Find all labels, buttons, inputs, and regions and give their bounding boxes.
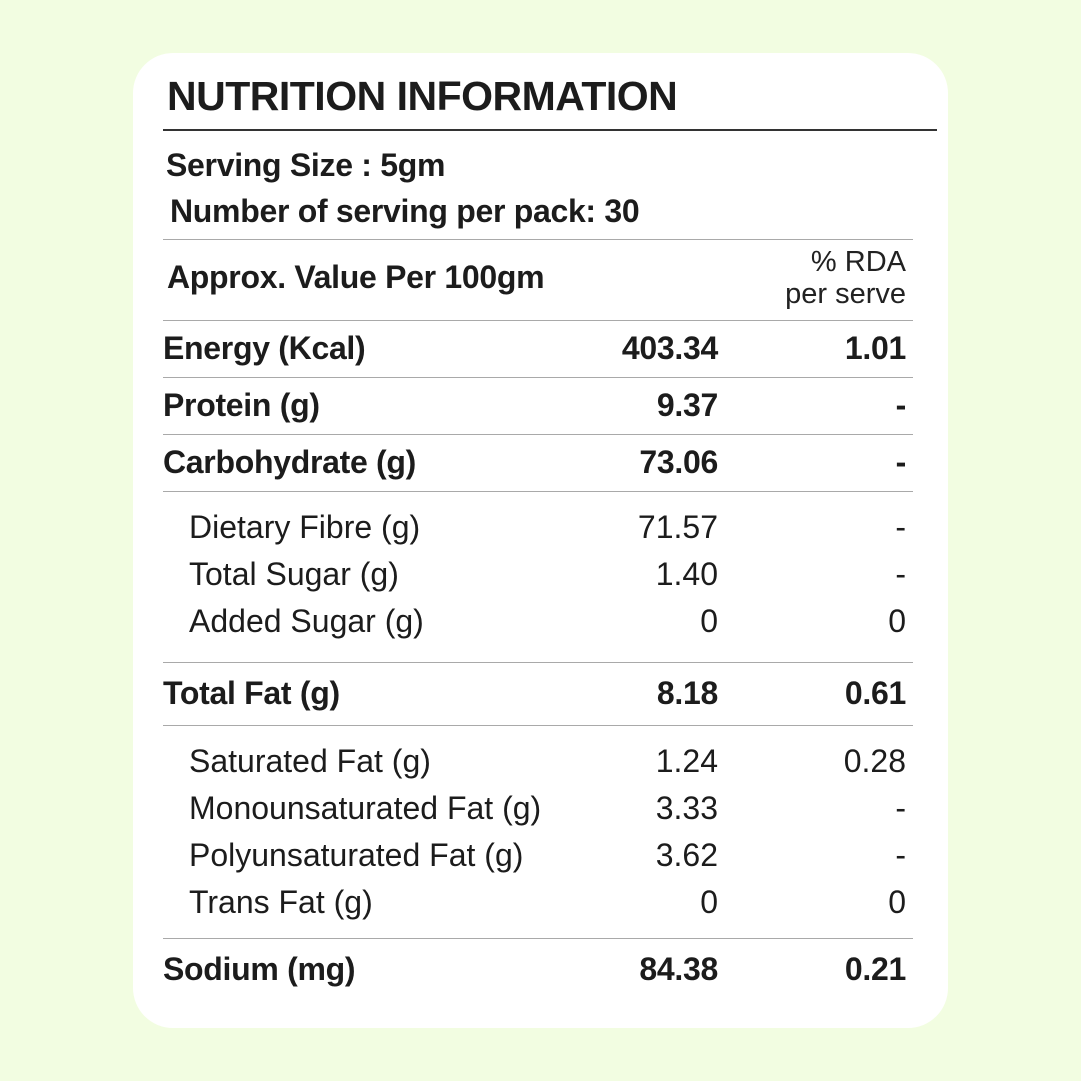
row-label: Protein (g) [163, 387, 320, 423]
row-label: Sodium (mg) [163, 951, 356, 987]
row-value: 1.24 [655, 743, 718, 779]
row-monounsaturated-fat: Monounsaturated Fat (g) 3.33 - [163, 790, 908, 830]
row-rda: - [895, 837, 906, 873]
servings-per-pack: Number of serving per pack: 30 [170, 193, 640, 229]
row-rda: 1.01 [844, 330, 906, 366]
row-rda: 0.21 [844, 951, 906, 987]
row-label: Saturated Fat (g) [189, 743, 431, 779]
row-value: 403.34 [621, 330, 718, 366]
divider [163, 239, 913, 240]
row-value: 73.06 [639, 444, 718, 480]
row-saturated-fat: Saturated Fat (g) 1.24 0.28 [163, 743, 908, 783]
table-header-label: Approx. Value Per 100gm [167, 259, 545, 295]
row-energy: Energy (Kcal) 403.34 1.01 [163, 330, 908, 370]
row-value: 3.33 [655, 790, 718, 826]
row-value: 1.40 [655, 556, 718, 592]
row-rda: - [895, 444, 907, 480]
row-value: 0 [700, 603, 718, 639]
row-label: Carbohydrate (g) [163, 444, 416, 480]
row-polyunsaturated-fat: Polyunsaturated Fat (g) 3.62 - [163, 837, 908, 877]
row-label: Monounsaturated Fat (g) [189, 790, 542, 826]
row-rda: 0.61 [844, 675, 906, 711]
row-sodium: Sodium (mg) 84.38 0.21 [163, 951, 908, 991]
divider [163, 320, 913, 321]
row-rda: 0 [888, 603, 906, 639]
row-label: Polyunsaturated Fat (g) [189, 837, 524, 873]
row-added-sugar: Added Sugar (g) 0 0 [163, 603, 908, 643]
row-value: 0 [700, 884, 718, 920]
divider [163, 725, 913, 726]
row-trans-fat: Trans Fat (g) 0 0 [163, 884, 908, 924]
row-label: Energy (Kcal) [163, 330, 366, 366]
rda-header: % RDA per serve [785, 246, 906, 310]
row-rda: - [895, 387, 907, 423]
rda-header-line1: % RDA [810, 246, 906, 278]
divider [163, 662, 913, 663]
row-rda: 0 [888, 884, 906, 920]
row-value: 3.62 [655, 837, 718, 873]
row-label: Dietary Fibre (g) [189, 509, 421, 545]
divider [163, 377, 913, 378]
row-rda: - [895, 509, 906, 545]
row-rda: - [895, 790, 906, 826]
row-value: 9.37 [656, 387, 718, 423]
row-total-sugar: Total Sugar (g) 1.40 - [163, 556, 908, 596]
row-rda: 0.28 [843, 743, 906, 779]
row-rda: - [895, 556, 906, 592]
row-label: Total Fat (g) [163, 675, 340, 711]
divider [163, 491, 913, 492]
nutrition-title: NUTRITION INFORMATION [167, 73, 678, 119]
divider [163, 938, 913, 939]
rda-header-line2: per serve [785, 278, 906, 310]
nutrition-card: NUTRITION INFORMATION Serving Size : 5gm… [133, 53, 948, 1028]
row-label: Added Sugar (g) [189, 603, 424, 639]
title-divider [163, 129, 937, 131]
row-label: Trans Fat (g) [189, 884, 373, 920]
row-value: 71.57 [637, 509, 718, 545]
row-carbohydrate: Carbohydrate (g) 73.06 - [163, 444, 908, 484]
serving-size: Serving Size : 5gm [166, 147, 446, 183]
row-total-fat: Total Fat (g) 8.18 0.61 [163, 675, 908, 715]
row-dietary-fibre: Dietary Fibre (g) 71.57 - [163, 509, 908, 549]
row-label: Total Sugar (g) [189, 556, 399, 592]
row-value: 8.18 [656, 675, 718, 711]
row-protein: Protein (g) 9.37 - [163, 387, 908, 427]
divider [163, 434, 913, 435]
row-value: 84.38 [639, 951, 718, 987]
